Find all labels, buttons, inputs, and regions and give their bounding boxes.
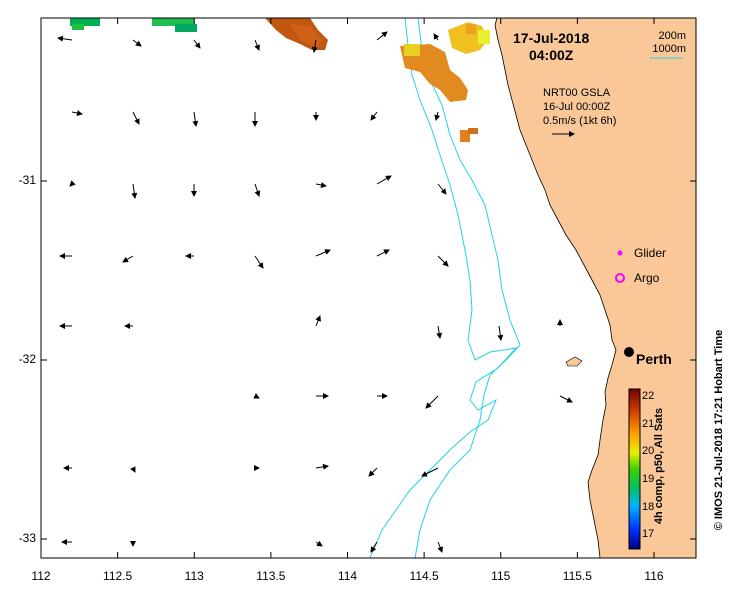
lon-tick-label: 114 bbox=[337, 569, 358, 583]
current-vector bbox=[69, 180, 76, 187]
current-vector bbox=[254, 183, 261, 197]
current-vector bbox=[132, 39, 142, 47]
current-vector bbox=[193, 39, 201, 49]
current-vector bbox=[311, 39, 318, 53]
axis-ticks bbox=[40, 18, 696, 558]
current-vector bbox=[434, 111, 441, 121]
current-vector bbox=[425, 395, 439, 409]
depth-legend-200m: 200m bbox=[658, 30, 686, 42]
current-vector bbox=[132, 111, 140, 125]
current-vector bbox=[376, 175, 392, 185]
current-vector bbox=[122, 255, 134, 263]
lon-tick-label: 114.5 bbox=[409, 569, 439, 583]
colorbar-tick-label: 22 bbox=[642, 390, 655, 403]
current-vector bbox=[315, 463, 329, 470]
colorbar-tick-label: 17 bbox=[642, 528, 655, 541]
side-credit: © IMOS 21-Jul-2018 17:21 Hobart Time bbox=[713, 329, 725, 531]
land-area bbox=[494, 18, 696, 558]
colorbar bbox=[628, 388, 641, 550]
vector-legend-source: NRT00 GSLA bbox=[543, 87, 611, 99]
lon-tick-label: 113 bbox=[184, 569, 204, 583]
argo-marker-icon bbox=[615, 273, 625, 283]
current-vector bbox=[130, 466, 136, 473]
lon-tick-label: 112 bbox=[31, 569, 51, 583]
current-vector bbox=[370, 111, 378, 121]
current-vector bbox=[71, 110, 83, 116]
current-vector bbox=[315, 540, 323, 547]
vector-legend: NRT00 GSLA 16-Jul 00:00Z 0.5m/s (1kt 6h) bbox=[543, 86, 616, 128]
current-vector bbox=[437, 255, 449, 267]
colorbar-title: 4h comp, p50, All Sats bbox=[653, 407, 665, 525]
isobath-1000m bbox=[369, 18, 518, 558]
current-vector bbox=[497, 325, 504, 341]
current-vector bbox=[315, 182, 327, 188]
current-vector bbox=[315, 249, 331, 257]
lon-tick-label: 115 bbox=[491, 569, 511, 583]
colorbar-tick-label: 19 bbox=[642, 473, 655, 486]
vector-legend-date: 16-Jul 00:00Z bbox=[543, 101, 611, 113]
colorbar-tick-label: 21 bbox=[642, 417, 655, 430]
current-vector bbox=[376, 31, 388, 41]
current-vector bbox=[254, 255, 264, 269]
sst-patches bbox=[70, 18, 490, 142]
current-vector bbox=[559, 395, 573, 403]
current-vector bbox=[131, 183, 138, 199]
date-label: 17-Jul-2018 04:00Z bbox=[513, 30, 589, 64]
current-vector bbox=[437, 183, 447, 195]
lat-tick-label: -33 bbox=[18, 531, 36, 545]
argo-label: Argo bbox=[634, 271, 660, 285]
plot-frame bbox=[40, 17, 697, 559]
vector-legend-scale: 0.5m/s (1kt 6h) bbox=[543, 115, 617, 127]
depth-legend: 200m 1000m bbox=[636, 30, 686, 56]
lat-tick-label: -31 bbox=[18, 173, 36, 187]
glider-marker-icon bbox=[617, 250, 623, 256]
current-vector bbox=[370, 541, 378, 553]
current-vector bbox=[433, 33, 440, 41]
lat-tick-label: -32 bbox=[18, 352, 36, 366]
lon-tick-label: 113.5 bbox=[256, 569, 286, 583]
colorbar-tick-label: 18 bbox=[642, 500, 655, 513]
colorbar-tick-label: 20 bbox=[642, 445, 655, 458]
lon-tick-label: 116 bbox=[644, 569, 664, 583]
lon-tick-label: 112.5 bbox=[103, 569, 133, 583]
perth-city-icon bbox=[624, 347, 634, 357]
depth-legend-1000m: 1000m bbox=[652, 43, 686, 55]
current-vector bbox=[254, 39, 260, 51]
current-vector bbox=[436, 325, 443, 339]
current-vector bbox=[192, 111, 199, 127]
date-line1: 17-Jul-2018 bbox=[513, 30, 590, 46]
date-line2: 04:00Z bbox=[528, 47, 574, 63]
current-vector bbox=[437, 541, 443, 553]
current-vector bbox=[57, 35, 73, 42]
current-vector bbox=[253, 393, 260, 399]
current-vector bbox=[315, 315, 321, 327]
current-vector bbox=[368, 467, 378, 477]
current-vector bbox=[421, 467, 439, 477]
current-vector bbox=[376, 249, 390, 257]
lon-tick-label: 115.5 bbox=[562, 569, 592, 583]
rottnest-island bbox=[565, 356, 583, 367]
glider-label: Glider bbox=[634, 246, 667, 260]
current-vectors bbox=[57, 31, 573, 553]
isobath-200m bbox=[414, 18, 521, 558]
perth-label: Perth bbox=[636, 351, 672, 367]
